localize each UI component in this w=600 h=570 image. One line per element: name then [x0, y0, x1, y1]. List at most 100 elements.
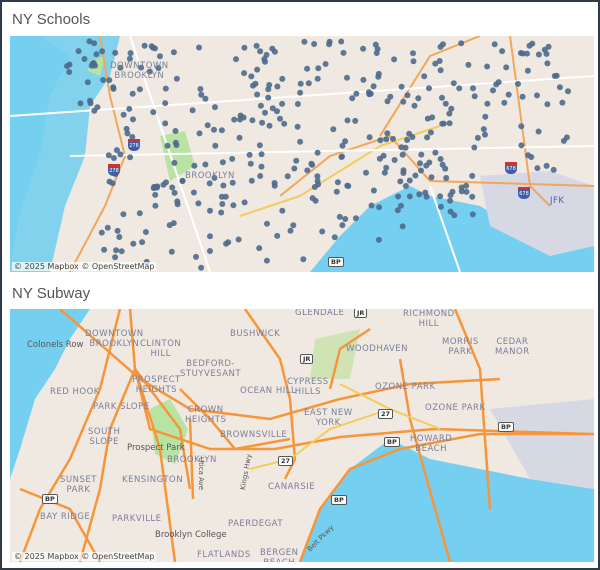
school-marker[interactable]	[172, 139, 179, 146]
school-marker[interactable]	[437, 203, 444, 210]
school-marker[interactable]	[397, 178, 404, 185]
school-marker[interactable]	[241, 199, 248, 206]
school-marker[interactable]	[365, 89, 372, 96]
school-marker[interactable]	[458, 184, 465, 191]
school-marker[interactable]	[484, 100, 491, 107]
school-marker[interactable]	[162, 120, 169, 127]
school-marker[interactable]	[129, 90, 136, 97]
school-marker[interactable]	[374, 46, 381, 52]
school-marker[interactable]	[449, 188, 456, 195]
school-marker[interactable]	[304, 65, 311, 72]
school-marker[interactable]	[248, 73, 255, 80]
school-marker[interactable]	[138, 64, 145, 71]
school-marker[interactable]	[339, 142, 346, 149]
school-marker[interactable]	[556, 84, 563, 91]
school-marker[interactable]	[424, 115, 431, 122]
school-marker[interactable]	[370, 187, 377, 194]
school-marker[interactable]	[505, 91, 512, 98]
school-marker[interactable]	[258, 163, 265, 170]
school-marker[interactable]	[450, 80, 457, 87]
school-marker[interactable]	[114, 227, 121, 234]
school-marker[interactable]	[339, 153, 345, 160]
school-marker[interactable]	[297, 138, 304, 145]
school-marker[interactable]	[304, 167, 311, 174]
school-marker[interactable]	[265, 86, 272, 93]
school-marker[interactable]	[196, 44, 202, 51]
school-marker[interactable]	[437, 156, 444, 162]
school-marker[interactable]	[99, 48, 106, 55]
school-marker[interactable]	[518, 123, 525, 130]
school-marker[interactable]	[129, 134, 136, 140]
school-marker[interactable]	[231, 116, 238, 123]
school-marker[interactable]	[398, 144, 405, 151]
school-marker[interactable]	[257, 102, 264, 109]
school-marker[interactable]	[179, 177, 186, 184]
school-marker[interactable]	[415, 95, 422, 102]
school-marker[interactable]	[314, 149, 321, 156]
school-marker[interactable]	[127, 50, 134, 57]
school-marker[interactable]	[253, 42, 260, 49]
school-marker[interactable]	[322, 61, 329, 67]
school-marker[interactable]	[274, 83, 281, 90]
school-marker[interactable]	[168, 248, 175, 255]
school-marker[interactable]	[428, 174, 435, 181]
school-marker[interactable]	[136, 210, 143, 217]
school-marker[interactable]	[110, 155, 117, 161]
school-marker[interactable]	[342, 216, 349, 222]
school-marker[interactable]	[426, 85, 432, 92]
school-marker[interactable]	[363, 169, 369, 176]
school-marker[interactable]	[469, 211, 476, 218]
school-marker[interactable]	[106, 178, 113, 185]
school-marker[interactable]	[171, 159, 178, 166]
school-marker[interactable]	[277, 115, 283, 122]
school-marker[interactable]	[279, 75, 286, 82]
school-marker[interactable]	[404, 92, 411, 99]
school-marker[interactable]	[77, 100, 84, 107]
school-marker[interactable]	[93, 51, 100, 58]
school-marker[interactable]	[101, 246, 108, 253]
school-marker[interactable]	[142, 229, 149, 235]
school-marker[interactable]	[353, 90, 360, 97]
school-marker[interactable]	[446, 120, 453, 127]
school-marker[interactable]	[330, 126, 337, 133]
subway-map[interactable]: GLENDALE JR RICHMOND HILL BUSHWICK DOWNT…	[10, 309, 594, 562]
school-marker[interactable]	[518, 142, 525, 149]
school-marker[interactable]	[305, 80, 312, 87]
school-marker[interactable]	[130, 116, 136, 123]
school-marker[interactable]	[269, 105, 276, 112]
school-marker[interactable]	[98, 229, 105, 236]
school-marker[interactable]	[198, 91, 205, 98]
school-marker[interactable]	[281, 120, 288, 127]
school-marker[interactable]	[469, 193, 476, 200]
school-marker[interactable]	[470, 85, 476, 92]
school-marker[interactable]	[157, 53, 163, 60]
school-marker[interactable]	[482, 131, 488, 138]
school-marker[interactable]	[447, 197, 454, 204]
school-marker[interactable]	[263, 257, 270, 264]
school-marker[interactable]	[421, 73, 428, 80]
school-marker[interactable]	[458, 40, 465, 47]
school-marker[interactable]	[333, 188, 340, 195]
school-marker[interactable]	[398, 202, 404, 209]
school-marker[interactable]	[256, 245, 263, 252]
school-marker[interactable]	[254, 66, 261, 73]
school-marker[interactable]	[294, 101, 301, 107]
school-marker[interactable]	[110, 84, 117, 91]
school-marker[interactable]	[113, 147, 120, 154]
school-marker[interactable]	[352, 117, 359, 124]
school-marker[interactable]	[106, 77, 113, 84]
school-marker[interactable]	[123, 125, 130, 132]
school-marker[interactable]	[463, 182, 470, 189]
school-marker[interactable]	[257, 173, 264, 179]
school-marker[interactable]	[196, 130, 203, 137]
school-marker[interactable]	[126, 105, 133, 112]
school-marker[interactable]	[334, 179, 341, 186]
school-marker[interactable]	[170, 220, 177, 227]
school-marker[interactable]	[171, 189, 178, 196]
school-marker[interactable]	[301, 38, 308, 45]
school-marker[interactable]	[331, 234, 338, 241]
school-marker[interactable]	[484, 63, 491, 70]
school-marker[interactable]	[127, 154, 134, 161]
school-marker[interactable]	[152, 202, 159, 209]
school-marker[interactable]	[218, 209, 225, 216]
